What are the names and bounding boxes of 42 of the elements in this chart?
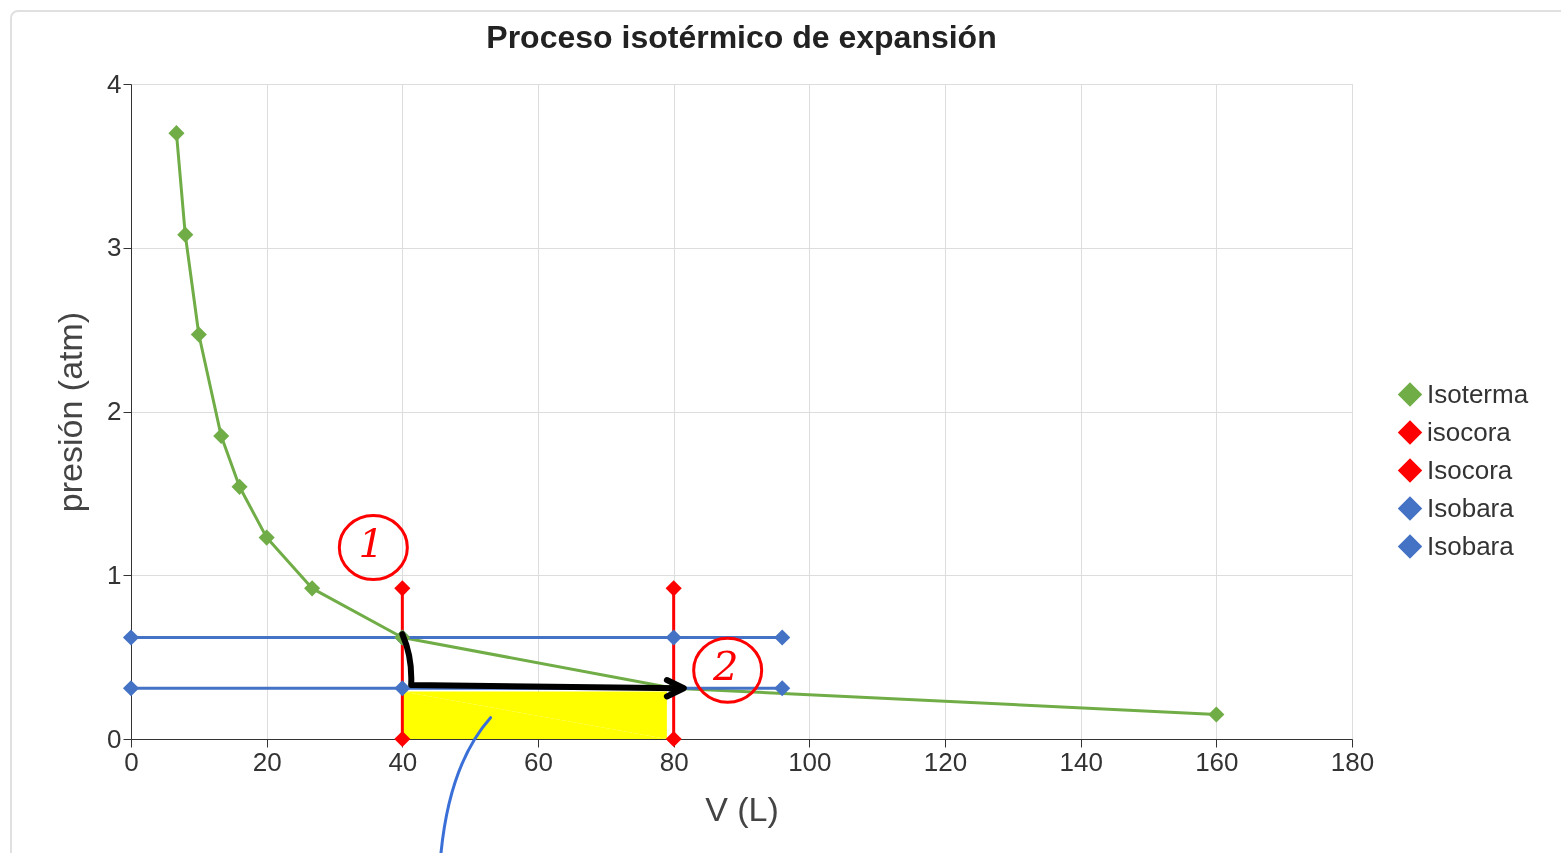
annotation: 2 [711, 643, 739, 690]
annotation: 1 [358, 520, 385, 567]
x-tick-label: 80 [659, 746, 689, 777]
point [177, 226, 194, 243]
point [394, 730, 411, 748]
chart-title: Proceso isotérmico de expansión [486, 19, 997, 55]
point [168, 125, 185, 142]
y-tick-label: 0 [107, 723, 122, 754]
point [122, 629, 140, 646]
point [1208, 706, 1225, 723]
point [213, 428, 230, 445]
point [258, 529, 275, 546]
y-tick-label: 3 [107, 232, 122, 263]
y-axis-title: presión (atm) [51, 311, 90, 513]
point [190, 326, 207, 343]
x-tick-label: 180 [1330, 746, 1375, 777]
x-tick-label: 160 [1195, 746, 1239, 777]
point [665, 629, 682, 646]
point [774, 629, 791, 646]
legend-label: Isobara [1427, 530, 1515, 561]
point [304, 580, 321, 597]
legend-label: Isobara [1427, 492, 1515, 523]
point [665, 580, 682, 597]
y-tick-label: 2 [107, 396, 122, 426]
point [122, 680, 140, 697]
x-tick-label: 140 [1059, 746, 1103, 777]
x-tick-label: 60 [524, 746, 553, 777]
point [394, 580, 411, 597]
legend-label: isocora [1427, 416, 1512, 447]
point [394, 680, 411, 697]
x-tick-label: 100 [788, 746, 832, 777]
x-tick-label: 20 [252, 746, 282, 777]
x-tick-label: 40 [388, 746, 418, 777]
point [774, 680, 791, 697]
y-tick-label: 1 [107, 559, 122, 590]
legend-label: Isoterma [1427, 378, 1529, 409]
x-axis-title: V (L) [705, 789, 779, 828]
y-tick-label: 4 [107, 68, 122, 99]
x-tick-label: 120 [923, 746, 968, 777]
legend-label: Isocora [1427, 454, 1513, 485]
point [665, 730, 682, 748]
point [231, 478, 248, 495]
